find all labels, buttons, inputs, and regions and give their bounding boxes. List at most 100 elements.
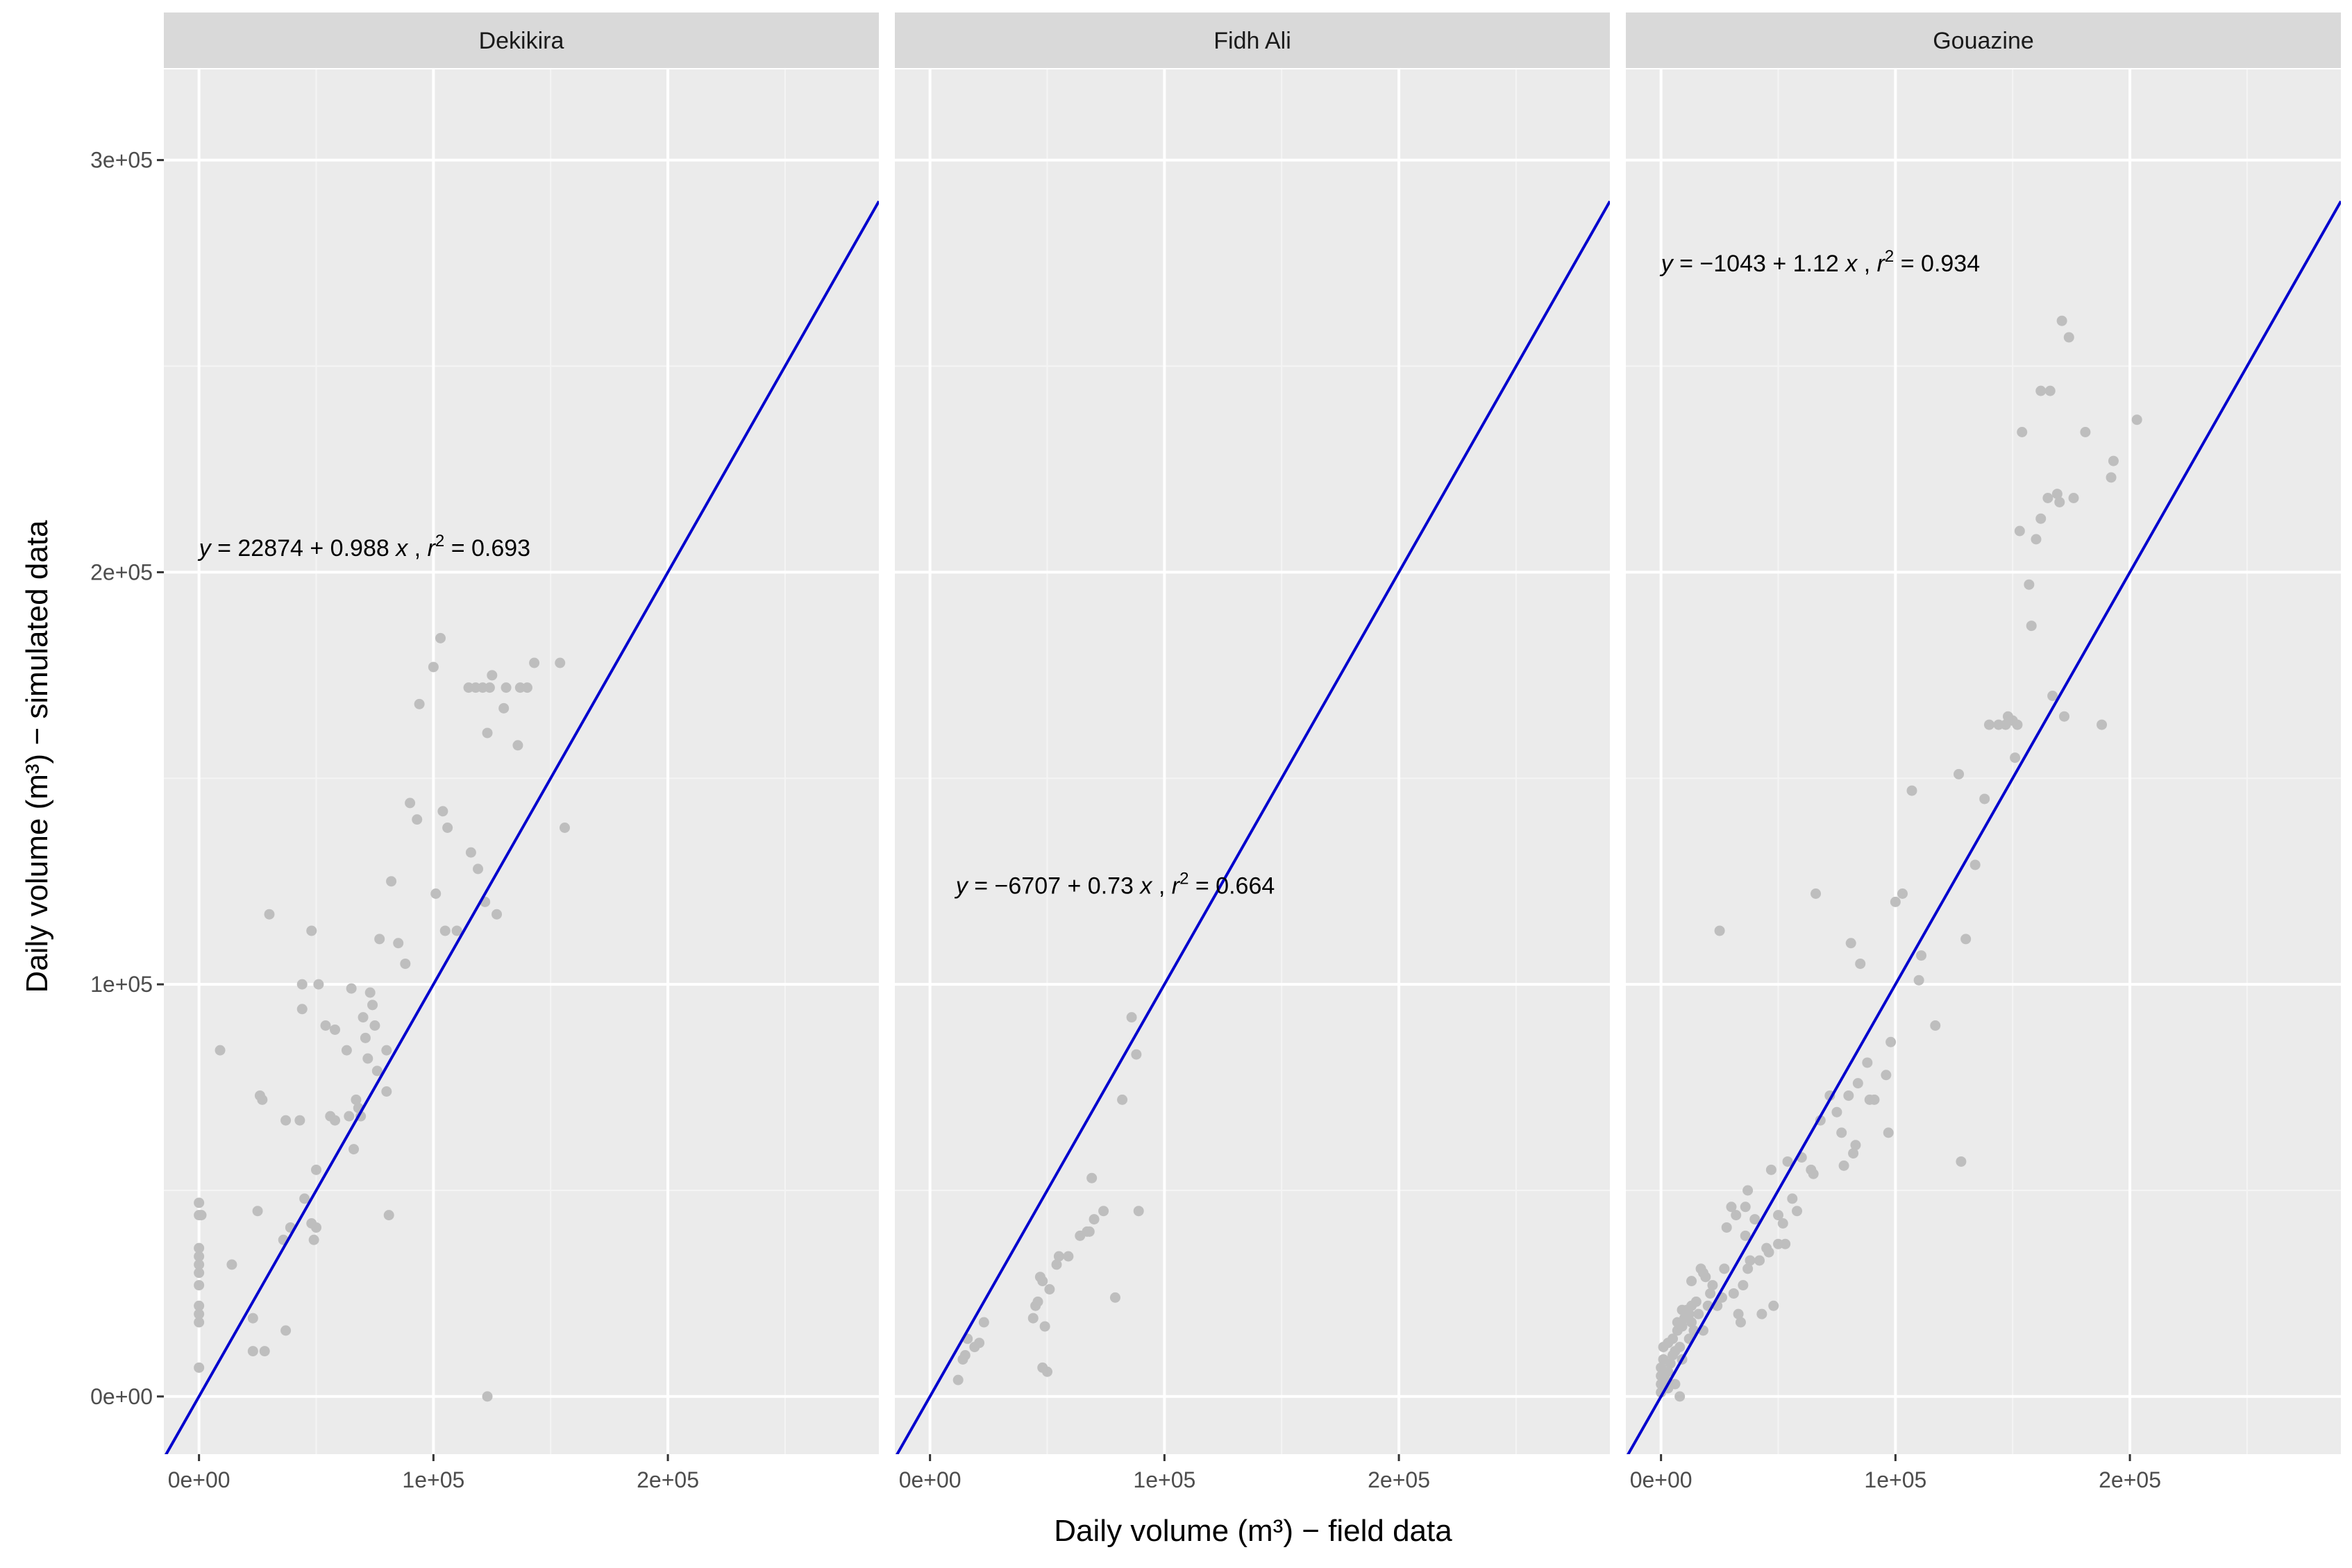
data-point [194, 1300, 205, 1311]
data-point [2026, 621, 2037, 632]
equation-part: y [1660, 251, 1674, 277]
data-point [252, 1206, 263, 1217]
data-point [2054, 496, 2065, 507]
data-point [247, 1313, 258, 1324]
data-point [393, 938, 404, 949]
fit-line [1627, 201, 2341, 1454]
data-point [1686, 1317, 1697, 1328]
data-point [1885, 1036, 1897, 1047]
data-point [1850, 1140, 1861, 1151]
y-tick-label: 1e+05 [90, 972, 153, 997]
data-point [559, 823, 570, 833]
data-point [1740, 1230, 1751, 1241]
data-point [194, 1362, 205, 1373]
data-point [1726, 1202, 1737, 1213]
facet-strip-label: Gouazine [1933, 28, 2034, 54]
data-point [194, 1259, 205, 1270]
data-point [364, 987, 376, 998]
data-point [1831, 1106, 1842, 1118]
data-point [482, 727, 493, 739]
data-point [215, 1045, 226, 1056]
data-point [381, 1086, 392, 1097]
data-point [2056, 315, 2067, 326]
data-points [194, 632, 570, 1402]
equation-part: r [1877, 251, 1886, 277]
data-point [1117, 1094, 1128, 1105]
facet-strip-label: Fidh Ali [1213, 28, 1291, 54]
data-point [1787, 1193, 1798, 1204]
data-point [1983, 719, 1994, 730]
equation-part: = 22874 + 0.988 [211, 535, 396, 562]
x-tick-label: 2e+05 [637, 1467, 699, 1492]
data-point [257, 1094, 268, 1105]
data-point [1773, 1210, 1784, 1221]
data-point [1808, 1168, 1819, 1179]
data-point [360, 1032, 371, 1043]
facet-strip-2 [1626, 12, 2341, 68]
data-point [381, 1045, 392, 1056]
panel-background [1626, 69, 2341, 1454]
data-points [952, 1012, 1144, 1385]
data-point [1707, 1280, 1718, 1291]
x-tick-label: 0e+00 [1630, 1467, 1692, 1492]
data-point [2024, 579, 2035, 590]
data-point [465, 847, 476, 858]
data-point [1838, 1160, 1849, 1171]
data-point [414, 698, 425, 709]
data-point [2012, 719, 2023, 730]
data-point [1086, 1172, 1098, 1183]
data-point [1754, 1255, 1765, 1266]
data-point [358, 1012, 369, 1023]
x-tick-label: 0e+00 [168, 1467, 230, 1492]
data-point [1852, 1078, 1863, 1089]
data-point [1037, 1276, 1048, 1287]
data-point [501, 682, 512, 693]
equation-part: r [428, 535, 437, 562]
data-point [1674, 1391, 1686, 1402]
data-point [959, 1350, 971, 1360]
data-point [2031, 534, 2042, 545]
equation-part: y [198, 535, 212, 562]
data-point [439, 925, 451, 936]
data-point [1039, 1321, 1050, 1332]
data-point [2131, 414, 2142, 425]
data-point [2059, 711, 2070, 722]
data-point [1032, 1296, 1043, 1307]
data-point [313, 979, 324, 990]
facet-panel-0: Dekikira y = 22874 + 0.988 x , r2 = 0.693… [164, 12, 879, 1492]
x-tick-label: 0e+00 [899, 1467, 961, 1492]
data-point [247, 1346, 258, 1357]
panel-background [895, 69, 1610, 1454]
data-point [1126, 1012, 1137, 1023]
data-point [2051, 489, 2063, 500]
data-point [1845, 938, 1856, 949]
data-point [1670, 1379, 1681, 1390]
data-point [1881, 1070, 1892, 1081]
data-point [346, 983, 357, 994]
data-point [1843, 1090, 1854, 1101]
data-point [1780, 1238, 1791, 1249]
data-point [1862, 1057, 1873, 1068]
data-point [1954, 768, 1965, 779]
data-point [1728, 1288, 1739, 1299]
data-point [1956, 1156, 1967, 1167]
data-point [264, 909, 275, 920]
data-point [1756, 1308, 1767, 1320]
data-point [1792, 1206, 1803, 1217]
data-point [1700, 1272, 1711, 1283]
data-point [1768, 1300, 1779, 1311]
data-point [1960, 934, 1972, 945]
equation-part: , [1152, 873, 1171, 900]
data-point [435, 632, 446, 643]
y-tick-label: 0e+00 [90, 1384, 153, 1409]
data-point [194, 1251, 205, 1262]
equation-part: = 0.664 [1188, 873, 1275, 900]
data-point [1665, 1358, 1676, 1369]
data-point [1782, 1156, 1793, 1167]
facet-strip-label: Dekikira [479, 28, 564, 54]
data-point [2097, 719, 2108, 730]
data-point [320, 1020, 331, 1031]
x-tick-label: 2e+05 [2099, 1467, 2161, 1492]
data-point [428, 661, 439, 673]
data-point [1916, 950, 1927, 961]
